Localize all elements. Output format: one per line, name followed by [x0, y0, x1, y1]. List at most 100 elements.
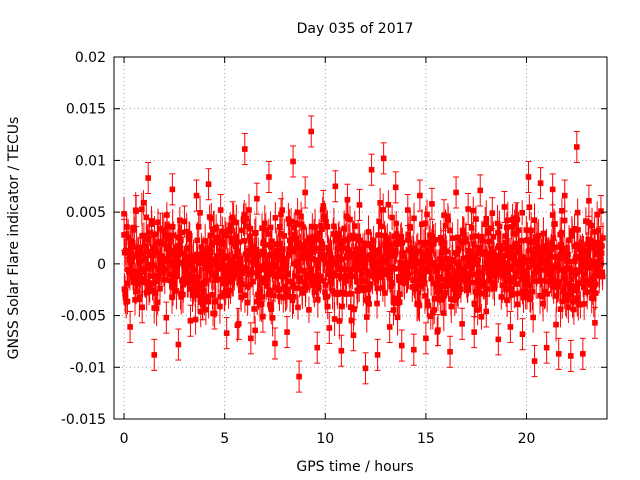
data-point [528, 258, 535, 264]
data-point [524, 289, 530, 295]
data-point [397, 291, 403, 297]
data-point [148, 221, 155, 227]
data-point [391, 299, 397, 306]
data-point [427, 313, 434, 320]
data-point [221, 291, 228, 298]
plot-frame [113, 56, 608, 420]
data-point [510, 230, 517, 237]
data-point [192, 316, 199, 323]
data-point [558, 230, 565, 236]
data-point [588, 238, 594, 244]
data-point [146, 288, 152, 295]
data-point [395, 295, 402, 302]
data-point [200, 249, 206, 255]
data-point [505, 269, 511, 276]
data-point [548, 246, 555, 253]
data-point [585, 247, 592, 254]
data-point [138, 257, 144, 264]
data-point [380, 284, 386, 291]
data-point [265, 291, 272, 298]
data-point [326, 265, 333, 272]
data-point [333, 238, 340, 244]
data-point [349, 273, 356, 280]
data-point [508, 224, 515, 230]
data-point [446, 264, 453, 270]
data-point [375, 232, 382, 238]
data-point [276, 241, 282, 247]
data-point [300, 224, 306, 230]
data-point [309, 279, 316, 286]
data-point [561, 291, 568, 298]
data-point [313, 236, 320, 242]
data-point [362, 259, 369, 266]
data-point [288, 218, 294, 225]
data-point [265, 262, 271, 268]
data-point [347, 216, 353, 223]
data-point [385, 201, 392, 208]
data-point [197, 308, 204, 315]
data-point [318, 226, 325, 233]
data-point [495, 336, 502, 343]
data-point [189, 257, 195, 263]
data-point [223, 278, 230, 284]
data-point [563, 297, 570, 303]
data-point [152, 246, 159, 252]
data-point [467, 248, 473, 255]
data-point [447, 348, 453, 355]
data-point [463, 236, 469, 242]
data-point [512, 269, 519, 276]
data-point [141, 243, 148, 249]
data-point [566, 265, 573, 271]
data-point [294, 209, 301, 216]
data-point [562, 276, 569, 282]
data-point [356, 284, 363, 291]
data-point [501, 282, 508, 288]
data-point [361, 278, 367, 284]
data-point [256, 263, 263, 270]
data-point [342, 236, 349, 243]
data-point [398, 342, 405, 349]
data-point [234, 248, 241, 255]
data-point [261, 249, 267, 256]
data-point [382, 290, 388, 296]
data-point [154, 299, 161, 306]
data-point [564, 291, 571, 298]
data-point [137, 271, 143, 278]
data-point [238, 294, 244, 300]
data-point [340, 290, 346, 297]
data-point [410, 250, 417, 256]
data-point [373, 260, 380, 266]
data-point [550, 235, 557, 241]
data-point [516, 249, 523, 256]
data-point [486, 277, 493, 283]
data-point [494, 269, 500, 276]
data-point [511, 291, 518, 297]
data-point [359, 262, 366, 269]
data-point [156, 265, 163, 271]
data-point [337, 238, 343, 245]
data-point [169, 186, 176, 193]
data-point [449, 258, 456, 265]
data-point [469, 234, 476, 240]
data-point [503, 224, 510, 231]
data-point [389, 214, 395, 221]
data-point [149, 280, 156, 286]
data-point [422, 239, 429, 246]
data-point [424, 248, 431, 254]
data-point [482, 221, 489, 228]
data-point [131, 227, 138, 233]
data-point [560, 268, 567, 275]
data-point [202, 238, 208, 244]
data-point [272, 284, 278, 291]
y-tick-label: -0.005 [61, 309, 106, 325]
data-point [516, 244, 522, 250]
data-point [257, 289, 264, 295]
data-point [575, 227, 581, 233]
data-point [308, 128, 314, 135]
data-point [416, 302, 423, 309]
data-point [386, 324, 393, 330]
data-point [482, 291, 489, 298]
data-point [134, 248, 141, 254]
data-point [598, 208, 604, 214]
data-point [312, 224, 318, 230]
